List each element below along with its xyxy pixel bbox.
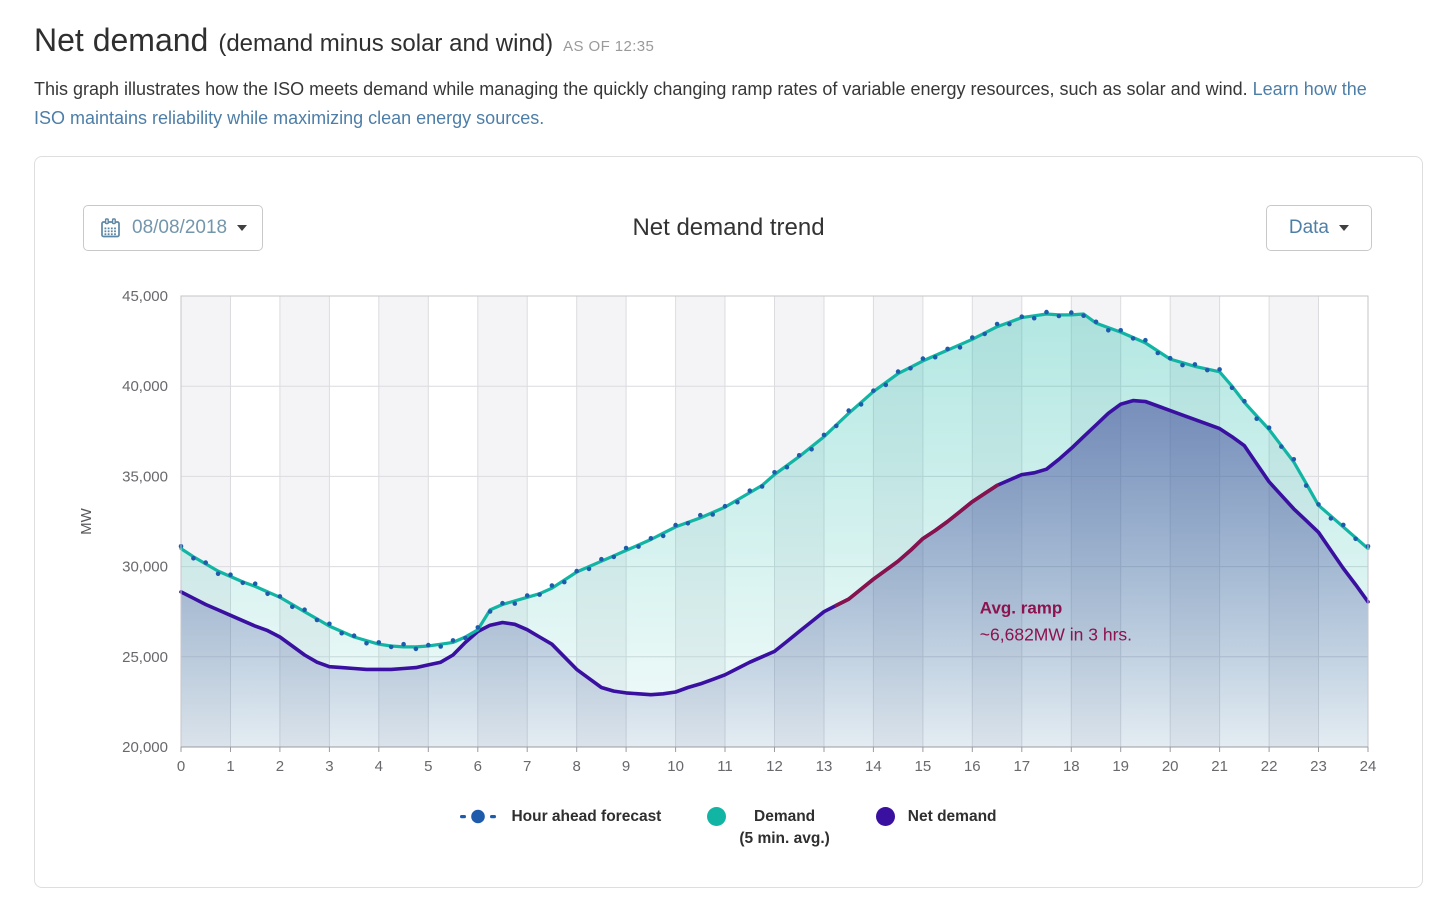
caret-down-icon (1339, 225, 1349, 232)
svg-text:25,000: 25,000 (122, 649, 168, 666)
svg-text:2: 2 (276, 758, 284, 775)
svg-text:10: 10 (667, 758, 684, 775)
svg-text:16: 16 (964, 758, 981, 775)
svg-text:4: 4 (375, 758, 383, 775)
svg-text:40,000: 40,000 (122, 379, 168, 396)
legend-label-demand-line1: Demand (754, 808, 816, 826)
legend-item-forecast[interactable]: Hour ahead forecast (460, 807, 661, 826)
learn-more-link[interactable]: Learn how the ISO maintains reliability … (34, 79, 1367, 129)
svg-text:13: 13 (816, 758, 833, 775)
page-title: Net demand (demand minus solar and wind) A… (34, 22, 1436, 59)
svg-text:8: 8 (573, 758, 581, 775)
svg-text:21: 21 (1211, 758, 1228, 775)
svg-text:20: 20 (1162, 758, 1179, 775)
as-of-timestamp: AS OF 12:35 (563, 38, 655, 55)
svg-text:35,000: 35,000 (122, 469, 168, 486)
legend-label-net-demand: Net demand (907, 808, 997, 826)
legend-item-net-demand[interactable]: Net demand (875, 807, 997, 827)
legend-label-forecast: Hour ahead forecast (511, 808, 662, 826)
date-picker-button[interactable]: 08/08/2018 (83, 205, 264, 252)
svg-text:Avg. ramp: Avg. ramp (980, 599, 1063, 618)
page-title-main: Net demand (34, 22, 209, 58)
date-picker-value: 08/08/2018 (132, 217, 228, 239)
net-demand-chart[interactable]: 0 1 2 3 4 5 6 7 8 9 10 11 12 13 14 15 16 17 18 19 20 21 22 23 24… (35, 272, 1424, 784)
svg-text:22: 22 (1261, 758, 1278, 775)
svg-text:18: 18 (1063, 758, 1080, 775)
svg-text:12: 12 (766, 758, 783, 775)
svg-text:11: 11 (717, 758, 733, 775)
svg-text:15: 15 (915, 758, 932, 775)
description-text: This graph illustrates how the ISO meets… (34, 79, 1248, 99)
svg-text:~6,682MW in 3 hrs.: ~6,682MW in 3 hrs. (980, 625, 1132, 645)
svg-text:0: 0 (177, 758, 185, 775)
svg-text:24: 24 (1360, 758, 1377, 775)
net-demand-marker-icon (875, 807, 895, 827)
chart-card-header: 08/08/2018 Net demand trend Data (35, 205, 1422, 252)
svg-text:1: 1 (226, 758, 234, 775)
chart-title: Net demand trend (632, 214, 825, 242)
calendar-icon (99, 217, 122, 240)
svg-text:30,000: 30,000 (122, 559, 168, 576)
svg-text:19: 19 (1112, 758, 1129, 775)
svg-text:7: 7 (523, 758, 531, 775)
forecast-marker-icon (460, 810, 497, 824)
svg-text:45,000: 45,000 (122, 288, 168, 305)
legend-label-demand: Demand (5 min. avg.) (739, 807, 829, 848)
svg-text:MW: MW (78, 508, 95, 535)
svg-text:3: 3 (325, 758, 333, 775)
page-description: This graph illustrates how the ISO meets… (34, 75, 1402, 133)
legend-label-demand-line2: (5 min. avg.) (739, 830, 830, 848)
svg-text:14: 14 (865, 758, 882, 775)
chart-legend: Hour ahead forecast Demand (5 min. avg.)… (35, 807, 1422, 848)
svg-text:20,000: 20,000 (122, 739, 168, 756)
svg-text:17: 17 (1013, 758, 1030, 775)
caret-down-icon (237, 225, 248, 232)
page-title-subtitle: (demand minus solar and wind) (218, 30, 554, 57)
data-dropdown-label: Data (1288, 217, 1329, 239)
svg-text:5: 5 (424, 758, 432, 775)
svg-text:9: 9 (622, 758, 630, 775)
legend-item-demand[interactable]: Demand (5 min. avg.) (707, 807, 830, 848)
page: Net demand (demand minus solar and wind) A… (34, 22, 1436, 889)
svg-text:23: 23 (1310, 758, 1327, 775)
data-dropdown-button[interactable]: Data (1265, 205, 1372, 252)
demand-marker-icon (707, 807, 727, 827)
svg-text:6: 6 (474, 758, 482, 775)
